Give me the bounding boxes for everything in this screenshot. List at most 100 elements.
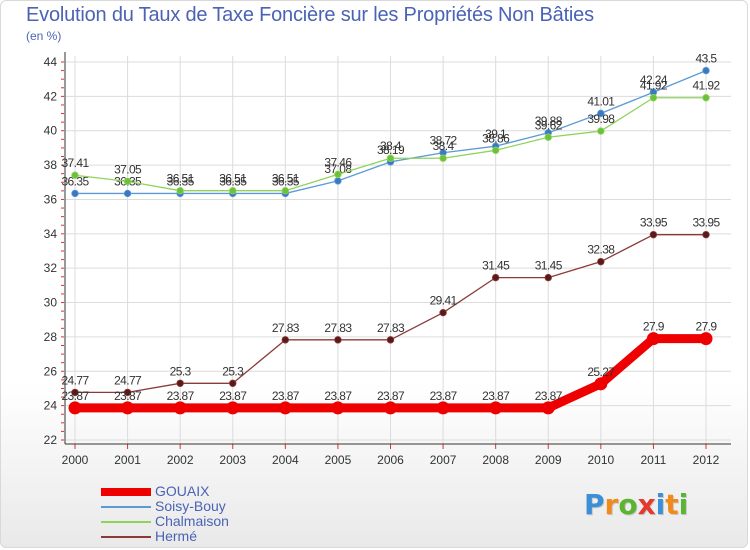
data-point	[597, 127, 605, 135]
logo-letter: r	[604, 488, 619, 521]
data-label: 29.41	[430, 294, 458, 308]
y-tick-label: 28	[44, 330, 58, 344]
data-label: 23.87	[61, 389, 89, 403]
data-label: 23.87	[219, 389, 247, 403]
data-point	[702, 66, 710, 75]
data-label: 24.77	[61, 373, 89, 387]
data-label: 38.4	[380, 139, 402, 153]
logo-letter: x	[637, 488, 656, 521]
data-label: 24.77	[114, 373, 142, 387]
data-label: 23.87	[167, 389, 195, 403]
x-tick-label: 2001	[114, 453, 141, 467]
data-label: 37.05	[114, 162, 142, 176]
data-label: 23.87	[430, 389, 458, 403]
unit-label: (en %)	[26, 29, 62, 43]
data-point	[649, 94, 658, 102]
data-point	[334, 170, 342, 179]
data-point	[386, 336, 395, 344]
data-label: 43.5	[696, 52, 718, 66]
x-tick-label: 2002	[167, 453, 194, 467]
data-label: 31.45	[482, 259, 510, 273]
legend-swatch	[101, 506, 151, 508]
y-tick-label: 40	[44, 124, 58, 138]
data-point	[491, 146, 500, 155]
proxiti-logo: Proxiti	[584, 488, 688, 521]
data-point	[226, 401, 240, 415]
line-chart: 22 24 26 28 30 32 34 36 38 40 42 44 2000 2001 2002 2003…	[44, 52, 731, 467]
data-label: 27.83	[272, 321, 300, 335]
y-tick-label: 42	[44, 89, 58, 103]
logo-letter: i	[678, 488, 689, 521]
data-label: 33.95	[640, 216, 668, 230]
data-point	[229, 379, 237, 387]
y-tick-label: 36	[44, 192, 58, 206]
data-label: 39.1	[485, 127, 507, 141]
data-point	[594, 377, 608, 391]
data-label: 37.46	[324, 155, 352, 169]
data-label: 36.51	[219, 172, 247, 186]
data-point	[176, 186, 184, 195]
y-tick-label: 30	[44, 296, 58, 310]
data-label: 42.24	[640, 73, 668, 87]
data-label: 38.4	[433, 139, 455, 153]
data-label: 39.88	[535, 114, 563, 128]
logo-letter: t	[665, 488, 679, 521]
x-tick-label: 2010	[587, 453, 614, 467]
legend-label: Soisy-Bouy	[155, 498, 226, 514]
data-label: 25.27	[587, 365, 615, 379]
data-point	[331, 401, 345, 415]
data-point	[334, 336, 342, 344]
legend-swatch	[101, 536, 151, 538]
y-tick-label: 44	[44, 55, 58, 69]
data-label: 27.83	[324, 321, 352, 335]
x-tick-label: 2005	[325, 453, 352, 467]
data-point	[489, 401, 503, 415]
data-point	[71, 388, 79, 397]
logo-letter: i	[655, 488, 666, 521]
data-label: 33.95	[692, 216, 720, 230]
data-label: 25.3	[170, 364, 192, 378]
data-label: 25.3	[222, 364, 244, 378]
series-soisy-bouy: 36.3536.3536.3536.3536.3537.0838.1938.72…	[61, 52, 718, 198]
x-tick-label: 2012	[693, 453, 720, 467]
data-label: 36.35	[61, 174, 89, 188]
data-label: 36.35	[167, 174, 195, 188]
data-point	[386, 154, 395, 162]
data-point	[123, 189, 132, 198]
data-point	[699, 332, 713, 346]
data-point	[649, 230, 658, 239]
data-point	[281, 186, 290, 195]
data-point	[544, 273, 552, 282]
data-point	[436, 401, 450, 415]
data-label: 41.92	[640, 79, 668, 93]
data-label: 39.98	[587, 112, 615, 126]
data-point	[281, 336, 290, 344]
data-label: 27.9	[643, 320, 665, 334]
data-point	[544, 133, 552, 141]
data-label: 23.87	[535, 389, 563, 403]
data-label: 23.87	[114, 389, 142, 403]
data-point	[71, 171, 79, 179]
data-label: 37.41	[61, 156, 89, 170]
x-tick-label: 2004	[272, 453, 299, 467]
data-point	[541, 401, 555, 415]
series-herm: 24.77 24.77 25.3 25.3 27.83 27.83 27.83 29.41 31…	[61, 216, 721, 397]
data-point	[176, 379, 184, 387]
data-label: 38.19	[377, 143, 405, 157]
data-point	[173, 401, 187, 415]
y-tick-label: 32	[44, 261, 58, 275]
data-point	[123, 388, 132, 397]
series-gouaix: 23.87 23.87 23.87 23.87 23.87 23.87 23.87 23.87…	[61, 320, 718, 415]
data-label: 36.35	[219, 174, 247, 188]
y-tick-label: 38	[44, 158, 58, 172]
x-tick-label: 2011	[641, 453, 667, 467]
data-point	[334, 177, 342, 185]
data-label: 39.62	[535, 118, 563, 132]
data-point	[597, 109, 605, 118]
x-tick-label: 2009	[535, 453, 562, 467]
x-tick-label: 2000	[62, 453, 89, 467]
data-point	[646, 332, 660, 346]
data-label: 36.35	[272, 174, 300, 188]
y-tick-label: 34	[44, 227, 58, 241]
